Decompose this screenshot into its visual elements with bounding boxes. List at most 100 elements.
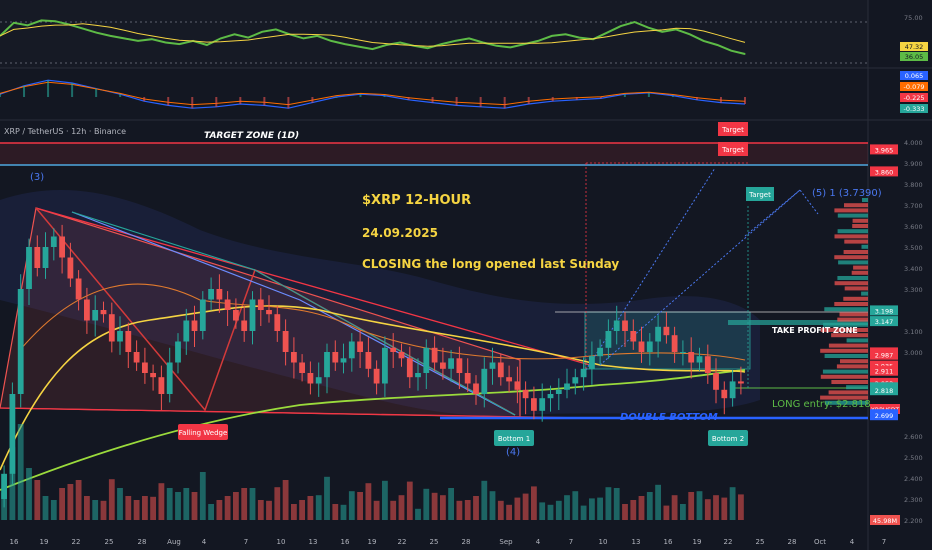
macd-hist-bar <box>47 80 50 97</box>
candle-body <box>266 310 272 315</box>
candle-body <box>713 373 719 390</box>
price-badge <box>870 166 898 177</box>
double-bottom-label: DOUBLE BOTTOM <box>620 412 718 423</box>
volume-bar <box>597 497 603 520</box>
macd-hist-bar <box>95 88 98 97</box>
volume-profile <box>820 198 868 405</box>
candle-body <box>564 383 570 390</box>
macd-hist-bar <box>311 97 314 103</box>
volume-bar <box>497 500 504 520</box>
candle-body <box>191 320 198 331</box>
price-badge-label: 2.699 <box>875 412 894 420</box>
price-badge-label: 3.147 <box>875 318 894 326</box>
volume-profile-bar <box>852 218 868 223</box>
candle-body <box>373 368 380 384</box>
volume-bar <box>84 496 90 520</box>
candle-body <box>423 347 430 373</box>
volume-profile-bar <box>828 343 868 348</box>
candle-body <box>59 236 65 258</box>
volume-bar <box>448 488 454 520</box>
volume-bar <box>291 504 297 520</box>
volume-bar <box>208 504 214 520</box>
rsi-point <box>109 35 111 37</box>
price-badge-label: 3.860 <box>875 168 894 176</box>
macd-hist-bar <box>143 97 146 102</box>
volume-profile-bar <box>837 317 868 322</box>
candle-body <box>324 352 330 378</box>
rsi-point <box>220 37 222 40</box>
volume-bar <box>630 500 637 520</box>
candle-body <box>646 341 653 352</box>
volume-profile-bar <box>839 312 868 317</box>
macd-signal-line <box>0 81 746 106</box>
volume-bar <box>729 487 736 520</box>
macd-hist-bar <box>335 97 338 98</box>
volume-bar <box>117 488 123 520</box>
volume-badge <box>870 515 900 525</box>
time-tick-label: 13 <box>309 538 318 546</box>
volume-bar <box>564 495 570 520</box>
volume-bar <box>440 495 446 520</box>
price-tick-label: 3.400 <box>904 265 923 273</box>
rsi-point <box>565 33 567 35</box>
candle-body <box>257 299 264 310</box>
price-badge-label: 2.818 <box>875 387 894 395</box>
candle-body <box>497 362 504 378</box>
macd-hist-bar <box>407 97 410 100</box>
macd-value-label: -0.225 <box>904 94 925 102</box>
rsi-point <box>178 43 180 45</box>
macd-series <box>0 79 746 109</box>
volume-bar <box>555 500 562 520</box>
rsi-point <box>247 37 249 39</box>
price-badge <box>870 360 898 371</box>
rsi-point <box>578 37 581 39</box>
rsi-point <box>344 43 346 45</box>
volume-bar <box>456 500 463 520</box>
volume-bar <box>133 500 140 520</box>
candle-body <box>555 389 562 394</box>
candle-body <box>398 352 405 359</box>
candle-body <box>274 314 281 331</box>
candle-body <box>448 358 454 369</box>
time-tick-label: 7 <box>244 538 248 546</box>
candle-body <box>605 331 612 348</box>
candle-body <box>332 352 339 363</box>
symbol-title: XRP / TetherUS · 12h · Binance <box>4 127 126 136</box>
rsi-tick-label: 75.00 <box>904 14 923 22</box>
ma-green <box>0 369 746 491</box>
volume-bar <box>175 492 181 520</box>
volume-bar <box>489 491 496 520</box>
volume-bar <box>307 496 314 520</box>
candle-body <box>42 247 49 268</box>
time-tick-label: 19 <box>693 538 702 546</box>
macd-hist-bar <box>455 97 458 106</box>
rsi-point <box>261 31 263 33</box>
macd-line <box>0 79 746 109</box>
rsi-point <box>385 44 387 46</box>
volume-bar <box>423 488 430 520</box>
macd-value-badge <box>900 82 928 91</box>
volume-profile-bar <box>844 239 868 244</box>
candle-body <box>572 377 579 384</box>
price-badge <box>870 144 898 155</box>
candle-body <box>473 383 479 394</box>
volume-bar <box>324 476 330 520</box>
bottom1-tag <box>494 430 534 446</box>
time-tick-label: Aug <box>167 538 181 546</box>
time-tick-label: Oct <box>814 538 826 546</box>
volume-profile-bar <box>837 229 868 234</box>
volume-profile-bar <box>834 255 868 260</box>
volume-profile-bar <box>844 286 868 291</box>
price-tick-label: 2.300 <box>904 496 923 504</box>
volume-bar <box>605 487 612 520</box>
rsi-point <box>137 40 139 42</box>
volume-bar <box>622 504 628 520</box>
rsi-point <box>316 35 318 37</box>
volume-profile-bar <box>831 380 868 384</box>
candle-body <box>108 314 115 342</box>
macd-hist-bar <box>719 97 722 103</box>
volume-bar <box>539 502 546 520</box>
headline-title: $XRP 12-HOUR <box>362 193 471 208</box>
volume-bar <box>299 500 305 520</box>
